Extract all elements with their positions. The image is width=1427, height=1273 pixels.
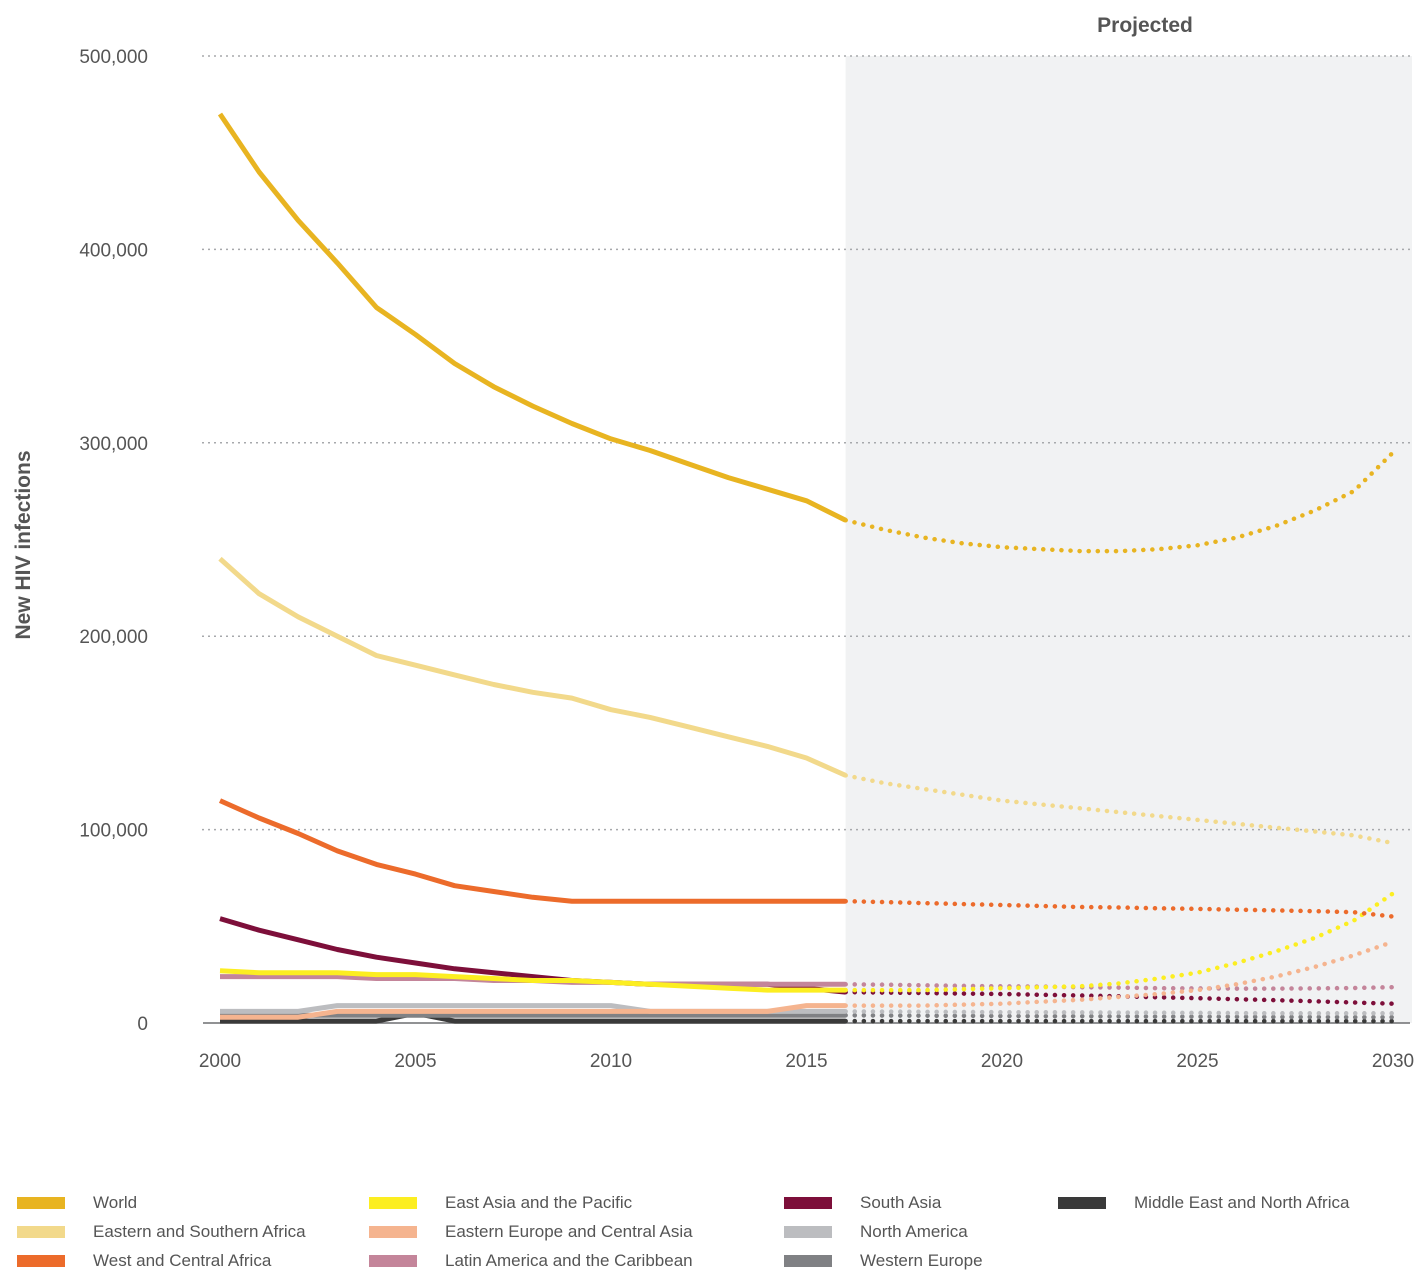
legend-swatch: [369, 1197, 417, 1209]
series-line-world: [217, 112, 847, 523]
y-tick-label: 200,000: [79, 627, 148, 648]
legend-label: Eastern and Southern Africa: [93, 1222, 306, 1241]
y-tick-label: 400,000: [79, 240, 148, 261]
series-line-east-asia-and-the-pacific: [219, 968, 846, 993]
y-tick-label: 500,000: [79, 47, 148, 68]
legend-item: World: [17, 1191, 137, 1215]
legend-swatch: [784, 1197, 832, 1209]
legend-item: South Asia: [784, 1191, 941, 1215]
projected-line-world: [843, 450, 1396, 554]
legend-item: East Asia and the Pacific: [369, 1191, 632, 1215]
x-tick-label: 2030: [1372, 1051, 1414, 1072]
projected-line-eastern-and-southern-africa: [843, 773, 1396, 846]
legend-swatch: [784, 1226, 832, 1238]
legend-item: Western Europe: [784, 1249, 983, 1273]
series-line-eastern-and-southern-africa: [218, 556, 847, 778]
legend-item: Middle East and North Africa: [1058, 1191, 1349, 1215]
projected-line-latin-america-and-the-caribbean: [843, 982, 1396, 991]
projected-region: [845, 56, 1412, 1023]
y-tick-label: 0: [137, 1014, 148, 1035]
y-tick-label: 100,000: [79, 821, 148, 842]
series-lines: [217, 112, 1396, 1024]
legend-label: East Asia and the Pacific: [445, 1193, 633, 1212]
y-axis-ticks: 0 100,000 200,000 300,000 400,000 500,000: [79, 47, 148, 1035]
legend-item: North America: [784, 1220, 968, 1244]
legend-label: North America: [860, 1222, 968, 1241]
projected-line-east-asia-and-the-pacific: [843, 891, 1396, 993]
series-line-west-and-central-africa: [218, 798, 846, 904]
series-line-eastern-europe-and-central-asia: [220, 1003, 846, 1020]
x-tick-label: 2010: [590, 1051, 632, 1072]
legend-label: World: [93, 1193, 138, 1212]
series-line-middle-east-and-north-africa: [220, 1010, 846, 1024]
legend-label: West and Central Africa: [93, 1251, 272, 1270]
legend-label: Middle East and North Africa: [1134, 1193, 1350, 1212]
y-tick-label: 300,000: [79, 434, 148, 455]
x-tick-label: 2015: [785, 1051, 827, 1072]
x-axis-ticks: 2000 2005 2010 2015 2020 2025 2030: [199, 1051, 1414, 1072]
legend-item: Eastern and Southern Africa: [17, 1220, 306, 1244]
x-tick-label: 2005: [394, 1051, 436, 1072]
legend-label: Latin America and the Caribbean: [445, 1251, 693, 1270]
legend-item: Eastern Europe and Central Asia: [369, 1220, 693, 1244]
legend-item: Latin America and the Caribbean: [369, 1249, 693, 1273]
y-axis-label: New HIV infections: [12, 450, 35, 639]
x-tick-label: 2020: [981, 1051, 1023, 1072]
legend-swatch: [17, 1197, 65, 1209]
legend: World Eastern and Southern Africa West and…: [0, 1188, 1427, 1271]
legend-swatch: [784, 1255, 832, 1267]
projected-label: Projected: [1097, 14, 1193, 37]
line-chart: 0 100,000 200,000 300,000 400,000 500,000 200…: [12, 14, 1414, 1072]
legend-item: West and Central Africa: [17, 1249, 271, 1273]
legend-swatch: [17, 1226, 65, 1238]
projected-line-western-europe: [843, 1013, 1396, 1020]
x-tick-label: 2000: [199, 1051, 241, 1072]
projected-line-north-america: [843, 1009, 1396, 1016]
legend-label: South Asia: [860, 1193, 942, 1212]
x-tick-label: 2025: [1176, 1051, 1218, 1072]
legend-label: Western Europe: [860, 1251, 983, 1270]
legend-label: Eastern Europe and Central Asia: [445, 1222, 693, 1241]
legend-swatch: [17, 1255, 65, 1267]
projected-line-eastern-europe-and-central-asia: [843, 939, 1396, 1008]
legend-swatch: [1058, 1197, 1106, 1209]
legend-swatch: [369, 1255, 417, 1267]
projected-line-west-and-central-africa: [843, 898, 1396, 919]
legend-swatch: [369, 1226, 417, 1238]
